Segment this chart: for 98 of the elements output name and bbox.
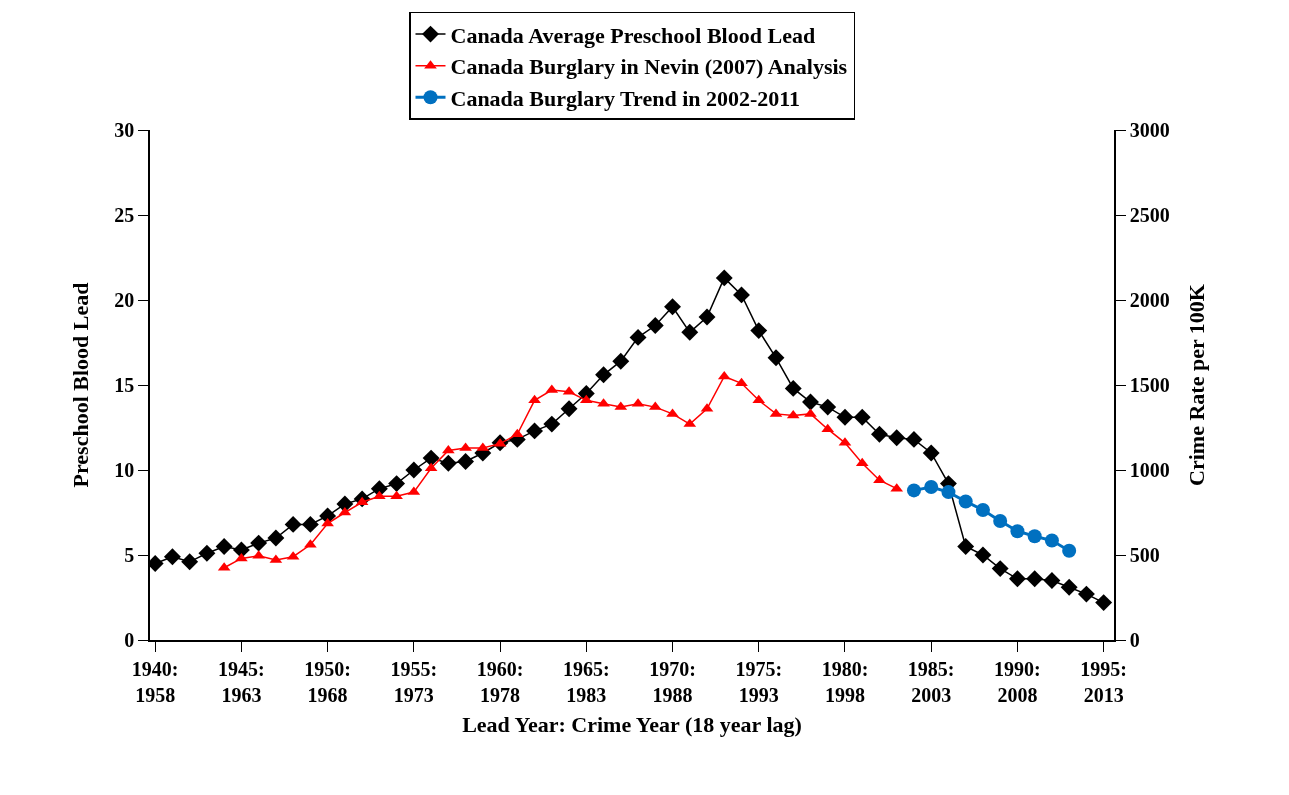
legend-label: Canada Burglary in Nevin (2007) Analysis (450, 54, 848, 80)
point (336, 495, 354, 513)
x-tick-label: 1945: 1963 (218, 657, 265, 706)
point (457, 453, 475, 470)
point (1062, 543, 1077, 558)
x-tick-label: 1965: 1983 (562, 657, 610, 706)
point (750, 322, 768, 340)
point (267, 529, 285, 547)
point (612, 352, 630, 370)
point (836, 408, 854, 426)
point (888, 429, 906, 447)
point (235, 552, 248, 562)
point (767, 349, 785, 367)
point (784, 379, 802, 397)
point (993, 514, 1008, 528)
point (560, 400, 578, 418)
point (388, 475, 406, 493)
x-tick-label: 1940: 1958 (131, 657, 179, 706)
legend-label: Canada Average Preschool Blood Lead (450, 22, 816, 48)
point (595, 366, 612, 384)
point (355, 496, 369, 506)
x-tick-label: 1960: 1978 (476, 657, 524, 706)
point (922, 444, 940, 462)
y2-axis-title: Crime Rate per 100K (1184, 284, 1210, 486)
y2-tick-label: 1500 (1129, 374, 1170, 396)
point (1095, 594, 1113, 612)
point (441, 444, 455, 454)
point (715, 269, 733, 287)
point (1044, 533, 1059, 548)
y-tick-label: 0 (124, 629, 135, 651)
point (424, 462, 438, 472)
x-tick-label: 1955: 1973 (390, 657, 438, 706)
y-tick-label: 25 (114, 204, 135, 226)
x-tick-label: 1980: 1998 (821, 657, 869, 706)
point (163, 548, 181, 566)
y2-tick-label: 2500 (1129, 204, 1170, 226)
point (991, 560, 1009, 578)
point (958, 494, 973, 509)
y2-tick-label: 1000 (1129, 459, 1170, 481)
point (510, 428, 524, 438)
y-tick-label: 5 (124, 544, 135, 566)
point (543, 415, 561, 433)
point (528, 394, 541, 404)
x-tick-label: 1950: 1968 (304, 657, 351, 706)
y-tick-label: 20 (114, 289, 135, 311)
point (1027, 529, 1042, 544)
point (629, 328, 647, 346)
x-axis-title: Lead Year: Crime Year (18 year lag) (462, 712, 802, 738)
point (646, 317, 664, 334)
point (405, 461, 423, 479)
y-tick-label: 30 (114, 119, 135, 141)
point (941, 485, 956, 500)
point (1077, 585, 1095, 603)
point (974, 546, 992, 564)
point (975, 502, 990, 517)
point (698, 308, 716, 326)
point (871, 425, 888, 443)
y2-tick-label: 0 (1129, 629, 1140, 651)
point (198, 544, 216, 562)
y2-tick-label: 2000 (1129, 289, 1170, 311)
point (733, 286, 750, 304)
point (526, 422, 544, 440)
point (579, 394, 593, 404)
y-tick-label: 10 (114, 459, 135, 481)
point (664, 298, 681, 316)
x-tick-label: 1990: 2008 (994, 657, 1041, 706)
point (215, 538, 233, 555)
point (924, 480, 939, 494)
point (735, 377, 748, 387)
y-axis-title: Preschool Blood Lead (67, 282, 93, 488)
x-tick-label: 1970: 1988 (649, 657, 696, 706)
point (250, 534, 268, 552)
x-tick-label: 1985: 2003 (907, 657, 955, 706)
point (819, 398, 837, 416)
point (681, 323, 699, 341)
point (1026, 570, 1044, 588)
x-tick-label: 1975: 1993 (735, 657, 783, 706)
y2-tick-label: 3000 (1129, 119, 1170, 141)
point (301, 515, 319, 533)
point (1010, 524, 1025, 539)
point (284, 515, 302, 533)
point (422, 449, 440, 467)
point (1043, 572, 1061, 589)
x-tick-label: 1995: 2013 (1080, 657, 1127, 706)
point (181, 553, 199, 571)
point (905, 430, 923, 448)
point (957, 538, 975, 555)
point (390, 490, 403, 500)
point (439, 454, 457, 472)
point (752, 394, 766, 404)
point (1008, 570, 1026, 588)
point (853, 408, 871, 426)
y2-tick-label: 500 (1129, 544, 1160, 566)
legend-label: Canada Burglary Trend in 2002-2011 (450, 85, 801, 111)
point (906, 483, 921, 498)
point (373, 490, 386, 500)
point (1060, 578, 1078, 596)
y-tick-label: 15 (114, 374, 135, 396)
